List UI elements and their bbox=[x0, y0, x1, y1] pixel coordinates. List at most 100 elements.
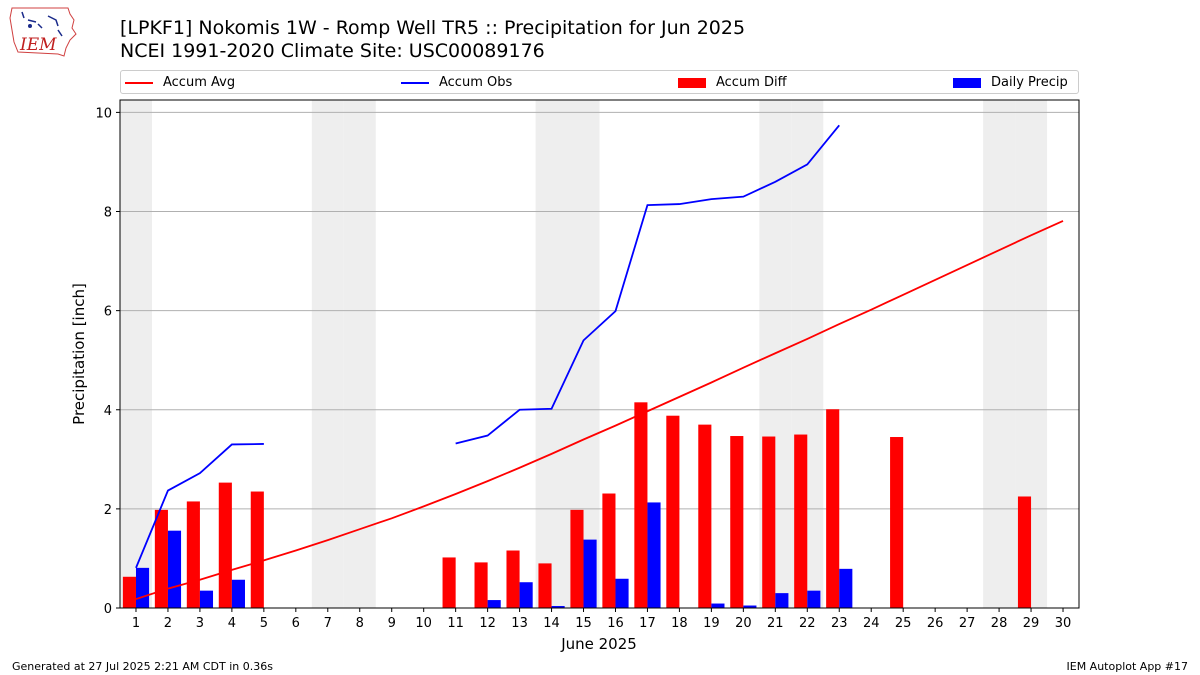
legend-label-accum-obs: Accum Obs bbox=[439, 75, 513, 90]
app-credit: IEM Autoplot App #17 bbox=[1066, 660, 1189, 673]
y-tick-label-0: 0 bbox=[104, 602, 112, 617]
bar-daily-precip-22 bbox=[807, 590, 821, 608]
bar-accum-diff-29 bbox=[1017, 496, 1032, 608]
x-tick-label-6: 6 bbox=[292, 616, 300, 631]
x-tick-label-27: 27 bbox=[959, 616, 976, 631]
weekend-band-1 bbox=[120, 100, 152, 608]
chart-subtitle: NCEI 1991-2020 Climate Site: USC00089176 bbox=[120, 40, 545, 62]
y-tick-label-6: 6 bbox=[104, 305, 112, 320]
x-tick-label-28: 28 bbox=[991, 616, 1008, 631]
bar-accum-diff-21 bbox=[762, 436, 776, 608]
bar-daily-precip-21 bbox=[775, 593, 789, 608]
x-tick-label-13: 13 bbox=[511, 616, 528, 631]
line-accum-obs-seg-1 bbox=[455, 124, 840, 445]
bar-accum-diff-15 bbox=[570, 509, 584, 608]
weekend-band-7 bbox=[311, 100, 344, 608]
x-tick-label-9: 9 bbox=[388, 616, 396, 631]
bar-daily-precip-13 bbox=[519, 582, 533, 608]
y-axis-label: Precipitation [inch] bbox=[70, 283, 88, 425]
bar-daily-precip-19 bbox=[711, 603, 725, 608]
weekend-band-8 bbox=[343, 100, 376, 608]
bar-accum-diff-11 bbox=[442, 557, 456, 608]
x-tick-label-16: 16 bbox=[607, 616, 624, 631]
x-tick-label-29: 29 bbox=[1023, 616, 1040, 631]
lines bbox=[135, 124, 1064, 600]
bar-accum-diff-19 bbox=[698, 424, 712, 608]
legend-swatch-daily-precip bbox=[953, 78, 981, 88]
y-tick-label-8: 8 bbox=[104, 206, 112, 221]
bar-accum-diff-17 bbox=[634, 402, 648, 608]
bar-accum-diff-4 bbox=[218, 482, 232, 608]
bar-daily-precip-16 bbox=[615, 578, 629, 608]
bar-accum-diff-5 bbox=[250, 491, 264, 608]
bar-accum-diff-16 bbox=[602, 493, 616, 608]
bar-daily-precip-23 bbox=[839, 568, 853, 608]
x-tick-label-7: 7 bbox=[324, 616, 332, 631]
bar-accum-diff-12 bbox=[474, 562, 488, 608]
x-axis-label: June 2025 bbox=[560, 635, 637, 653]
x-tick-label-11: 11 bbox=[447, 616, 464, 631]
legend-label-accum-diff: Accum Diff bbox=[716, 75, 787, 90]
x-tick-label-23: 23 bbox=[831, 616, 848, 631]
bar-daily-precip-15 bbox=[583, 539, 597, 608]
x-tick-label-5: 5 bbox=[260, 616, 268, 631]
x-tick-label-10: 10 bbox=[415, 616, 432, 631]
legend-swatch-accum-obs bbox=[401, 82, 429, 84]
bar-accum-diff-14 bbox=[538, 563, 552, 608]
bar-accum-diff-23 bbox=[826, 409, 840, 608]
legend-label-accum-avg: Accum Avg bbox=[163, 75, 236, 90]
y-tick-label-4: 4 bbox=[104, 404, 112, 419]
plot-frame bbox=[119, 99, 1080, 609]
y-tick-label-10: 10 bbox=[95, 106, 112, 121]
bar-accum-diff-13 bbox=[506, 550, 520, 608]
weekend-shading bbox=[120, 100, 1048, 608]
bar-daily-precip-17 bbox=[647, 502, 661, 608]
bar-daily-precip-3 bbox=[199, 590, 214, 608]
logo-text: IEM bbox=[19, 35, 57, 55]
weekend-band-14 bbox=[535, 100, 568, 608]
legend: Accum Avg Accum Obs Accum Diff Daily Pre… bbox=[120, 70, 1079, 94]
chart-title: [LPKF1] Nokomis 1W - Romp Well TR5 :: Pr… bbox=[120, 17, 746, 39]
line-accum-obs-seg-0 bbox=[135, 443, 264, 569]
bar-daily-precip-12 bbox=[487, 600, 501, 608]
weekend-band-28 bbox=[983, 100, 1016, 608]
x-tick-label-15: 15 bbox=[575, 616, 592, 631]
bar-daily-precip-2 bbox=[167, 530, 182, 608]
x-tick-label-17: 17 bbox=[639, 616, 656, 631]
x-tick-label-3: 3 bbox=[196, 616, 204, 631]
x-tick-label-20: 20 bbox=[735, 616, 752, 631]
x-tick-label-24: 24 bbox=[863, 616, 880, 631]
bar-accum-diff-3 bbox=[186, 501, 200, 608]
bars bbox=[122, 402, 1045, 608]
bar-daily-precip-1 bbox=[135, 567, 150, 608]
x-tick-label-12: 12 bbox=[479, 616, 496, 631]
generated-timestamp: Generated at 27 Jul 2025 2:21 AM CDT in … bbox=[12, 660, 273, 673]
x-tick-label-2: 2 bbox=[164, 616, 172, 631]
x-tick-label-30: 30 bbox=[1055, 616, 1072, 631]
x-tick-label-22: 22 bbox=[799, 616, 816, 631]
line-accum-avg-seg-0 bbox=[135, 220, 1064, 600]
iem-logo: IEM bbox=[9, 7, 77, 57]
x-tick-label-18: 18 bbox=[671, 616, 688, 631]
bar-accum-diff-18 bbox=[666, 415, 680, 608]
x-tick-label-1: 1 bbox=[132, 616, 140, 631]
bar-daily-precip-14 bbox=[551, 606, 565, 608]
x-tick-label-4: 4 bbox=[228, 616, 236, 631]
bar-accum-diff-22 bbox=[794, 434, 808, 608]
x-tick-label-19: 19 bbox=[703, 616, 720, 631]
legend-swatch-accum-avg bbox=[125, 82, 153, 84]
x-tick-label-26: 26 bbox=[927, 616, 944, 631]
bar-accum-diff-2 bbox=[154, 509, 168, 608]
y-tick-label-2: 2 bbox=[104, 503, 112, 518]
x-tick-label-14: 14 bbox=[543, 616, 560, 631]
bar-daily-precip-20 bbox=[743, 605, 757, 608]
bar-accum-diff-25 bbox=[890, 437, 904, 608]
bar-accum-diff-1 bbox=[122, 576, 136, 608]
x-tick-label-8: 8 bbox=[356, 616, 364, 631]
legend-label-daily-precip: Daily Precip bbox=[991, 75, 1068, 90]
bar-daily-precip-4 bbox=[231, 579, 245, 608]
x-tick-label-25: 25 bbox=[895, 616, 912, 631]
legend-swatch-accum-diff bbox=[678, 78, 706, 88]
